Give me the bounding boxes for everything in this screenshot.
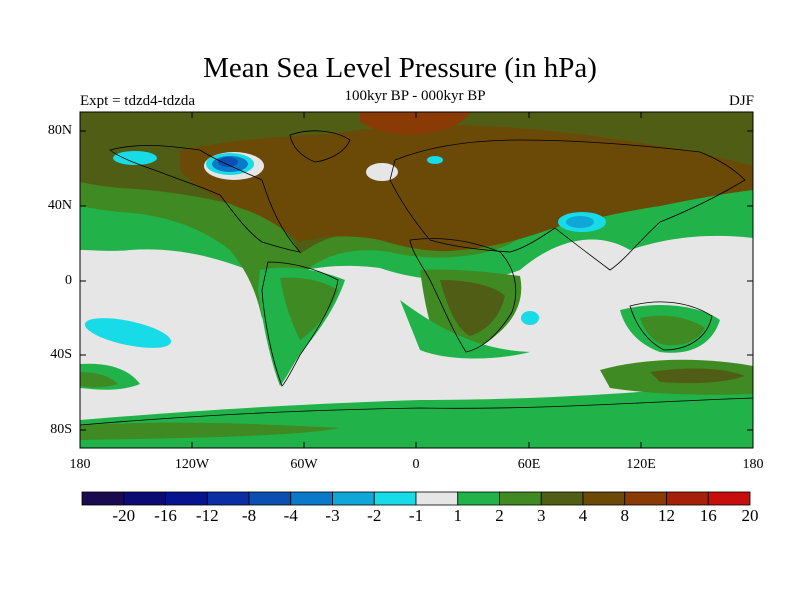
lat-label-0: 0	[65, 273, 72, 288]
pressure-field	[80, 112, 753, 448]
colorbar-swatch	[81, 491, 125, 506]
field-atlantic-neutral	[366, 163, 398, 181]
field-tibet-low-core	[566, 216, 594, 228]
lon-label-0: 0	[412, 457, 420, 472]
colorbar-label: -4	[283, 506, 298, 525]
field-darkbrown-arctic	[360, 112, 470, 135]
field-antarctic-dark	[80, 422, 340, 440]
colorbar-swatch	[248, 491, 292, 506]
map-subtitle: 100kyr BP - 000kyr BP	[344, 88, 486, 104]
field-canada-low-core	[218, 157, 238, 167]
season-label: DJF	[728, 93, 754, 109]
lon-label-60w: 60W	[290, 457, 318, 472]
colorbar-swatch	[624, 491, 667, 506]
colorbar-label: 20	[741, 506, 759, 525]
map-title: Mean Sea Level Pressure (in hPa)	[203, 52, 597, 84]
colorbar-label: 2	[495, 506, 504, 525]
colorbar	[81, 491, 751, 506]
colorbar-label: 8	[620, 506, 630, 525]
colorbar-label: -1	[408, 506, 424, 525]
colorbar-label: 12	[658, 506, 675, 525]
coastlines	[80, 130, 753, 426]
field-australia-dark	[640, 315, 705, 346]
colorbar-label: -20	[112, 506, 136, 525]
colorbar-swatch	[707, 491, 751, 506]
field-scand-low	[427, 156, 443, 164]
colorbar-swatch	[165, 491, 208, 506]
colorbar-label: -2	[367, 506, 382, 525]
colorbar-swatch	[499, 491, 542, 506]
lat-label-80n: 80N	[47, 123, 72, 138]
colorbar-label: 1	[453, 506, 463, 525]
field-indian-low	[521, 311, 539, 325]
colorbar-swatch	[123, 491, 166, 506]
axis-ticks	[80, 112, 753, 448]
colorbar-swatch	[206, 491, 250, 506]
colorbar-swatch	[582, 491, 626, 506]
colorbar-label: 3	[537, 506, 546, 525]
experiment-label: Expt = tdzd4-tdzda	[80, 93, 196, 109]
lat-label-40s: 40S	[50, 347, 72, 362]
field-africa-olive	[440, 280, 505, 336]
colorbar-swatch	[332, 491, 375, 506]
field-sw-dark	[80, 372, 118, 388]
colorbar-swatch	[457, 491, 500, 506]
colorbar-swatch	[540, 491, 584, 506]
field-brown	[180, 125, 753, 252]
colorbar-label: -16	[154, 506, 177, 525]
colorbar-label: 16	[699, 506, 717, 525]
colorbar-label: -8	[241, 506, 257, 525]
lon-label-180w: 180	[69, 457, 91, 472]
colorbar-swatch	[290, 491, 333, 506]
colorbar-label: 4	[578, 506, 588, 525]
lon-label-120w: 120W	[174, 457, 210, 472]
field-alaska-low	[113, 151, 157, 165]
colorbar-swatch	[373, 491, 417, 506]
colorbar-swatch	[666, 491, 709, 506]
colorbar-label: -3	[325, 506, 340, 525]
lon-label-180e: 180	[742, 457, 764, 472]
field-pacific-low	[84, 318, 172, 348]
colorbar-swatch	[415, 491, 459, 506]
lat-label-80s: 80S	[50, 422, 72, 437]
field-se-olive	[650, 368, 745, 384]
lat-label-40n: 40N	[47, 198, 72, 213]
colorbar-label: -12	[195, 506, 219, 525]
lon-label-60e: 60E	[517, 457, 541, 472]
field-samerica-dark	[280, 277, 338, 340]
field-africa-south	[400, 300, 530, 359]
lon-label-120e: 120E	[626, 457, 656, 472]
